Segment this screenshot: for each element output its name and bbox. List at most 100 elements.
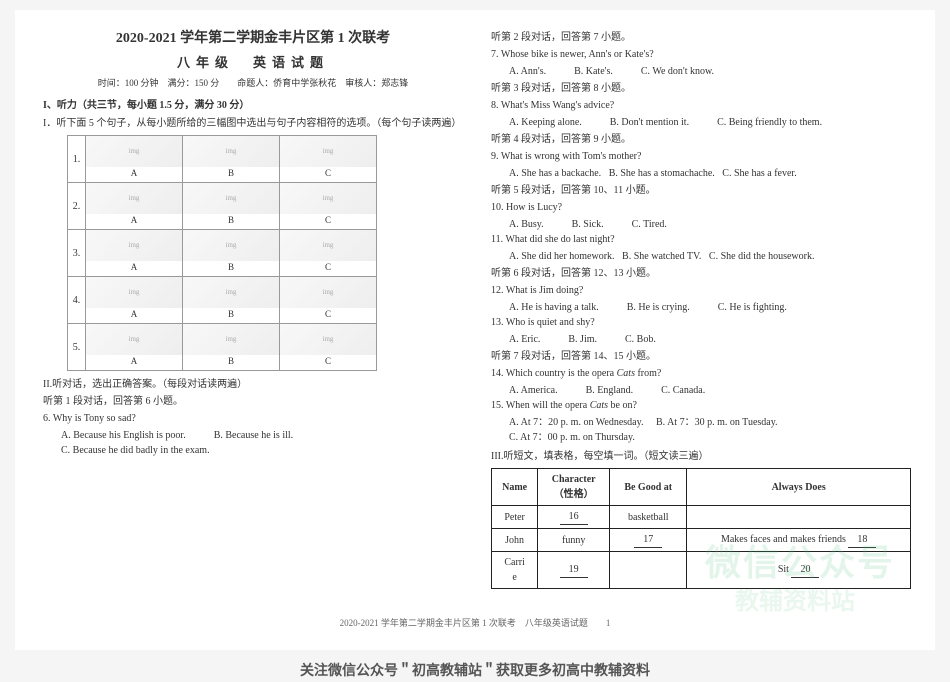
placeholder-icon: img	[280, 183, 376, 214]
q13c: C. Bob.	[625, 332, 656, 347]
fill-table: Name Character （性格） Be Good at Always Do…	[491, 468, 911, 589]
q7b: B. Kate's.	[574, 64, 613, 79]
q15b: B. At 7：30 p. m. on Tuesday.	[656, 417, 778, 428]
q15-suffix: be on?	[608, 400, 637, 411]
q11b: B. She watched TV.	[622, 251, 701, 262]
q8b: B. Don't mention it.	[610, 115, 689, 130]
q15: 15. When will the opera Cats be on?	[491, 398, 911, 413]
cell: imgA	[86, 136, 183, 182]
row-num: 2.	[68, 183, 86, 229]
row-num: 3.	[68, 230, 86, 276]
left-column: 2020-2021 学年第二学期金丰片区第 1 次联考 八年级 英语试题 时间：…	[43, 28, 463, 640]
q8: 8. What's Miss Wang's advice?	[491, 98, 911, 113]
q6b: B. Because he is ill.	[214, 428, 293, 443]
placeholder-icon: img	[86, 183, 182, 214]
q15-italic: Cats	[590, 400, 608, 411]
q15-prefix: 15. When will the opera	[491, 400, 590, 411]
q10a: A. Busy.	[509, 217, 544, 232]
exam-page: 2020-2021 学年第二学期金丰片区第 1 次联考 八年级 英语试题 时间：…	[15, 10, 935, 650]
q9a: A. She has a backache.	[509, 168, 601, 179]
placeholder-icon: img	[183, 183, 279, 214]
q15-opts: A. At 7：20 p. m. on Wednesday. B. At 7：3…	[509, 415, 911, 430]
cell-blank: 19	[538, 552, 610, 589]
q7c: C. We don't know.	[641, 64, 714, 79]
section1-title: I、听力（共三节，每小题 1.5 分，满分 30 分）	[43, 98, 463, 113]
q15a: A. At 7：20 p. m. on Wednesday.	[509, 417, 643, 428]
section2-header: II.听对话，选出正确答案。（每段对话读两遍）	[43, 377, 463, 392]
placeholder-icon: img	[280, 277, 376, 308]
blank19: 19	[560, 562, 588, 578]
placeholder-icon: img	[86, 230, 182, 261]
q14-italic: Cats	[617, 368, 635, 379]
pre9: 听第 4 段对话，回答第 9 小题。	[491, 132, 911, 147]
q10b: B. Sick.	[572, 217, 604, 232]
q8-opts: A. Keeping alone. B. Don't mention it. C…	[509, 115, 911, 130]
row-num: 1.	[68, 136, 86, 182]
placeholder-icon: img	[86, 324, 182, 355]
cell-blank: 16	[538, 506, 610, 529]
pre6: 听第 1 段对话，回答第 6 小题。	[43, 394, 463, 409]
q7: 7. Whose bike is newer, Ann's or Kate's?	[491, 47, 911, 62]
cell: imgC	[280, 136, 376, 182]
section3-header: III.听短文，填表格，每空填一词。（短文读三遍）	[491, 449, 911, 464]
q11: 11. What did she do last night?	[491, 232, 911, 247]
q14-prefix: 14. Which country is the opera	[491, 368, 617, 379]
q7-opts: A. Ann's. B. Kate's. C. We don't know.	[509, 64, 911, 79]
q6c: C. Because he did badly in the exam.	[61, 443, 463, 458]
q10: 10. How is Lucy?	[491, 200, 911, 215]
row-num: 4.	[68, 277, 86, 323]
cell: imgA	[86, 277, 183, 323]
row-num: 5.	[68, 324, 86, 370]
q11a: A. She did her homework.	[509, 251, 615, 262]
image-grid: 1. imgA imgB imgC 2. imgA imgB imgC 3. i…	[67, 135, 377, 371]
placeholder-icon: img	[86, 136, 182, 167]
cell: imgC	[280, 324, 376, 370]
q9c: C. She has a fever.	[722, 168, 796, 179]
cell-always	[687, 506, 911, 529]
q6: 6. Why is Tony so sad?	[43, 411, 463, 426]
placeholder-icon: img	[280, 324, 376, 355]
cell: imgB	[183, 230, 280, 276]
q13-opts: A. Eric. B. Jim. C. Bob.	[509, 332, 911, 347]
th-goodat: Be Good at	[610, 469, 687, 506]
right-column: 听第 2 段对话，回答第 7 小题。 7. Whose bike is newe…	[491, 28, 911, 640]
q13a: A. Eric.	[509, 332, 540, 347]
table-row: Carrie 19 Sit 20	[492, 552, 911, 589]
cell-always: Makes faces and makes friends 18	[687, 529, 911, 552]
cell-always: Sit 20	[687, 552, 911, 589]
q15c: C. At 7：00 p. m. on Thursday.	[509, 430, 911, 445]
cell: imgC	[280, 183, 376, 229]
q12: 12. What is Jim doing?	[491, 283, 911, 298]
th-character: Character （性格）	[538, 469, 610, 506]
placeholder-icon: img	[183, 230, 279, 261]
q14a: A. America.	[509, 383, 558, 398]
blank16: 16	[560, 509, 588, 525]
cell: imgB	[183, 324, 280, 370]
placeholder-icon: img	[280, 136, 376, 167]
image-row: 5. imgA imgB imgC	[68, 324, 376, 370]
page-footer: 2020-2021 学年第二学期金丰片区第 1 次联考 八年级英语试题 1	[15, 617, 935, 631]
placeholder-icon: img	[183, 277, 279, 308]
cell: imgC	[280, 277, 376, 323]
pre14: 听第 7 段对话，回答第 14、15 小题。	[491, 349, 911, 364]
blank17: 17	[634, 532, 662, 548]
cell: imgB	[183, 277, 280, 323]
q12-opts: A. He is having a talk. B. He is crying.…	[509, 300, 911, 315]
th-character-text: Character （性格）	[552, 474, 596, 500]
cell: imgC	[280, 230, 376, 276]
pre7: 听第 2 段对话，回答第 7 小题。	[491, 30, 911, 45]
q14-suffix: from?	[635, 368, 661, 379]
placeholder-icon: img	[280, 230, 376, 261]
placeholder-icon: img	[86, 277, 182, 308]
cell: imgB	[183, 136, 280, 182]
q11-opts: A. She did her homework. B. She watched …	[509, 249, 911, 264]
q13: 13. Who is quiet and shy?	[491, 315, 911, 330]
cell-name: John	[492, 529, 538, 552]
q9: 9. What is wrong with Tom's mother?	[491, 149, 911, 164]
meta-line: 时间：100 分钟 满分：150 分 命题人：侨育中学张秋花 审核人：郑志锋	[43, 77, 463, 91]
pre10: 听第 5 段对话，回答第 10、11 小题。	[491, 183, 911, 198]
th-name: Name	[492, 469, 538, 506]
cell-name: Peter	[492, 506, 538, 529]
blank20: 20	[791, 562, 819, 578]
image-row: 2. imgA imgB imgC	[68, 183, 376, 230]
